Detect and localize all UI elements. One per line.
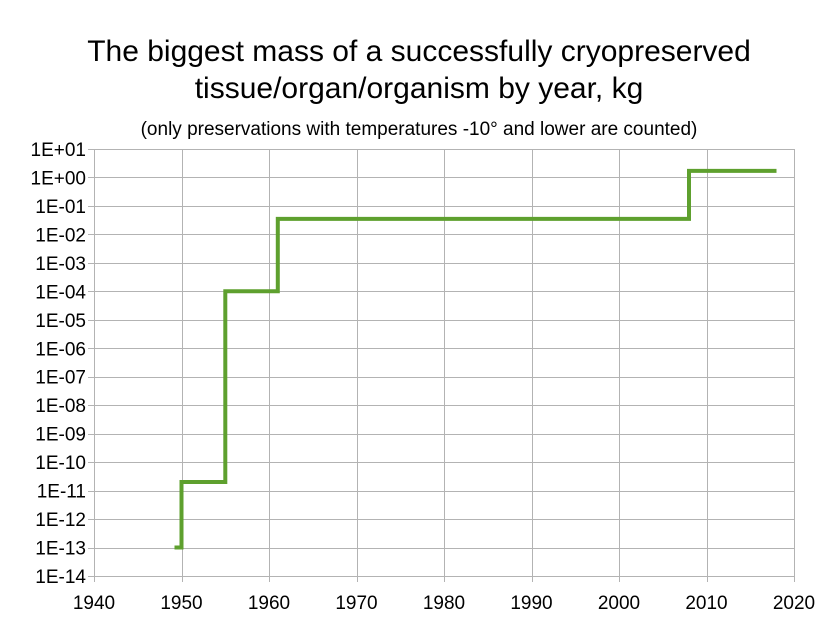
y-tick-label: 1E-11 <box>37 482 86 503</box>
x-tick-label: 2020 <box>773 593 815 614</box>
y-tick-label: 1E-01 <box>35 197 86 218</box>
y-tick-label: 1E-09 <box>35 425 86 446</box>
chart-title: The biggest mass of a successfully cryop… <box>87 35 751 105</box>
y-tick-label: 1E-12 <box>35 510 86 531</box>
x-tick-label: 1950 <box>160 593 202 614</box>
x-tick-label: 1990 <box>510 593 552 614</box>
y-tick-label: 1E-06 <box>35 339 86 360</box>
x-tick-label: 1970 <box>335 593 377 614</box>
series-line <box>174 168 777 550</box>
y-tick-label: 1E+01 <box>31 140 86 161</box>
x-tick-label: 1980 <box>423 593 465 614</box>
y-tick-label: 1E-08 <box>35 396 86 417</box>
y-axis-ticks: 1E+01 1E+00 1E-01 1E-02 1E-03 1E-04 1E-05 1E-06… <box>31 140 87 588</box>
y-tick-label: 1E-02 <box>35 225 86 246</box>
y-tick-label: 1E-03 <box>35 254 86 275</box>
y-tick-label: 1E-14 <box>35 567 86 588</box>
series-group <box>174 168 777 550</box>
x-tick-label: 2010 <box>685 593 727 614</box>
x-tick-label: 1940 <box>73 593 115 614</box>
x-axis-ticks: 1940 1950 1960 1970 1980 1990 2000 2010 2020 <box>73 593 815 614</box>
y-tick-label: 1E-13 <box>35 539 86 560</box>
x-tick-label: 1960 <box>248 593 290 614</box>
y-tick-label: 1E-04 <box>35 282 86 303</box>
y-tick-label: 1E-05 <box>35 311 86 332</box>
chart-subtitle: (only preservations with temperatures -1… <box>141 119 698 140</box>
chart-title-line: tissue/organ/organism by year, kg <box>195 72 644 105</box>
y-tick-label: 1E-07 <box>35 368 86 389</box>
x-tick-label: 2000 <box>598 593 640 614</box>
y-tick-label: 1E+00 <box>31 168 86 189</box>
y-tick-label: 1E-10 <box>35 453 86 474</box>
chart-title-line: The biggest mass of a successfully cryop… <box>87 35 751 68</box>
gridlines <box>88 149 795 582</box>
